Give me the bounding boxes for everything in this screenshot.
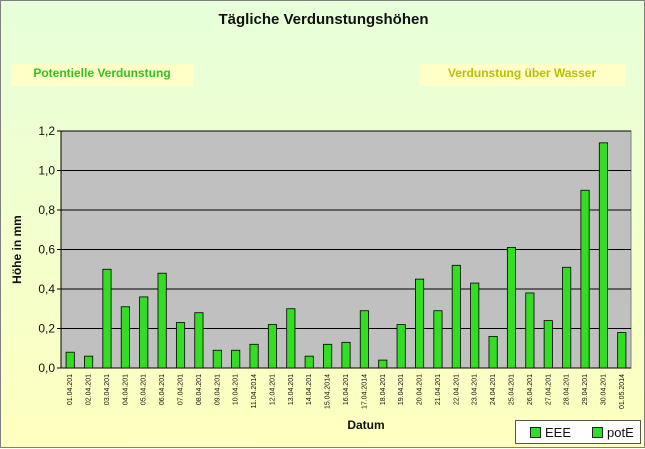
x-tick-label: 08.04.201 xyxy=(196,374,203,405)
bar xyxy=(194,312,204,369)
bar xyxy=(157,272,167,369)
y-tick-label: 1,0 xyxy=(38,164,55,178)
chart-title: Tägliche Verdunstungshöhen xyxy=(218,11,429,28)
bar xyxy=(102,268,112,369)
y-tick-label: 0,8 xyxy=(38,203,55,217)
x-tick-label: 06.04.201 xyxy=(159,374,166,405)
bar xyxy=(598,142,608,369)
x-tick-label: 10.04.201 xyxy=(233,374,240,405)
water-evaporation-label: Verdunstung über Wasser xyxy=(419,64,625,86)
bar xyxy=(304,355,314,369)
potential-evaporation-label: Potentielle Verdunstung xyxy=(11,64,193,86)
x-tick-label: 30.04.201 xyxy=(600,374,607,405)
x-tick-label: 16.04.201 xyxy=(343,374,350,405)
bar xyxy=(231,349,241,369)
chart-legend: EEE potE xyxy=(515,420,641,444)
y-axis-title: Höhe in mm xyxy=(10,215,24,284)
x-tick-label: 01.04.201 xyxy=(67,374,74,405)
y-tick-label: 0,2 xyxy=(38,322,55,336)
bar xyxy=(617,332,627,369)
bar xyxy=(580,189,590,369)
x-tick-label: 24.04.201 xyxy=(490,374,497,405)
bar xyxy=(562,266,572,369)
x-tick-label: 17.04.2014 xyxy=(361,374,368,409)
x-tick-label: 03.04.201 xyxy=(104,374,111,405)
x-tick-label: 09.04.201 xyxy=(214,374,221,405)
x-tick-label: 19.04.201 xyxy=(398,374,405,405)
bar xyxy=(212,349,222,369)
y-tick-label: 1,2 xyxy=(38,124,55,138)
x-tick-label: 04.04.201 xyxy=(122,374,129,405)
bar xyxy=(84,355,94,369)
x-tick-label: 11.04.2014 xyxy=(251,374,258,409)
legend-label-pote: potE xyxy=(607,425,634,440)
x-axis-title: Datum xyxy=(347,418,384,432)
x-tick-label: 14.04.201 xyxy=(306,374,313,405)
bar xyxy=(341,341,351,369)
y-tick-label: 0,6 xyxy=(38,243,55,257)
bar xyxy=(433,310,443,369)
x-tick-label: 07.04.201 xyxy=(178,374,185,405)
x-tick-label: 28.04.201 xyxy=(564,374,571,405)
x-tick-label: 26.04.201 xyxy=(527,374,534,405)
legend-label-eee: EEE xyxy=(545,425,572,440)
bar xyxy=(120,306,130,369)
bar xyxy=(286,308,296,369)
legend-swatch-pote xyxy=(592,427,603,438)
bar xyxy=(543,320,553,369)
x-tick-label: 13.04.201 xyxy=(288,374,295,405)
bar xyxy=(506,247,517,369)
y-tick-label: 0,4 xyxy=(38,282,55,296)
x-tick-label: 20.04.201 xyxy=(417,374,424,405)
x-tick-label: 05.04.201 xyxy=(141,374,148,405)
bar xyxy=(65,351,75,369)
x-tick-label: 02.04.201 xyxy=(86,374,93,405)
legend-swatch-eee xyxy=(530,427,541,438)
x-tick-label: 25.04.201 xyxy=(508,374,515,405)
bar xyxy=(175,322,186,369)
bar xyxy=(470,282,480,369)
x-tick-label: 12.04.201 xyxy=(269,374,276,405)
x-tick-label: 22.04.201 xyxy=(453,374,460,405)
x-tick-label: 01.05.2014 xyxy=(619,374,626,409)
bar xyxy=(451,264,461,369)
bar xyxy=(415,278,425,369)
x-tick-label: 27.04.201 xyxy=(545,374,552,405)
bar xyxy=(323,343,333,369)
x-tick-label: 23.04.201 xyxy=(472,374,479,405)
x-tick-label: 15.04.2014 xyxy=(325,374,332,409)
x-tick-label: 29.04.201 xyxy=(582,374,589,405)
legend-item-pote: potE xyxy=(592,425,634,440)
bar xyxy=(139,296,149,369)
bar xyxy=(359,310,369,369)
y-tick-label: 0,0 xyxy=(38,361,55,375)
bar xyxy=(267,324,277,369)
x-tick-label: 18.04.201 xyxy=(380,374,387,405)
bar xyxy=(378,359,388,369)
x-tick-label: 21.04.201 xyxy=(435,374,442,405)
bar xyxy=(488,335,498,369)
bar xyxy=(396,324,406,369)
legend-item-eee: EEE xyxy=(530,425,571,440)
bar xyxy=(525,292,535,369)
bar xyxy=(249,343,259,369)
